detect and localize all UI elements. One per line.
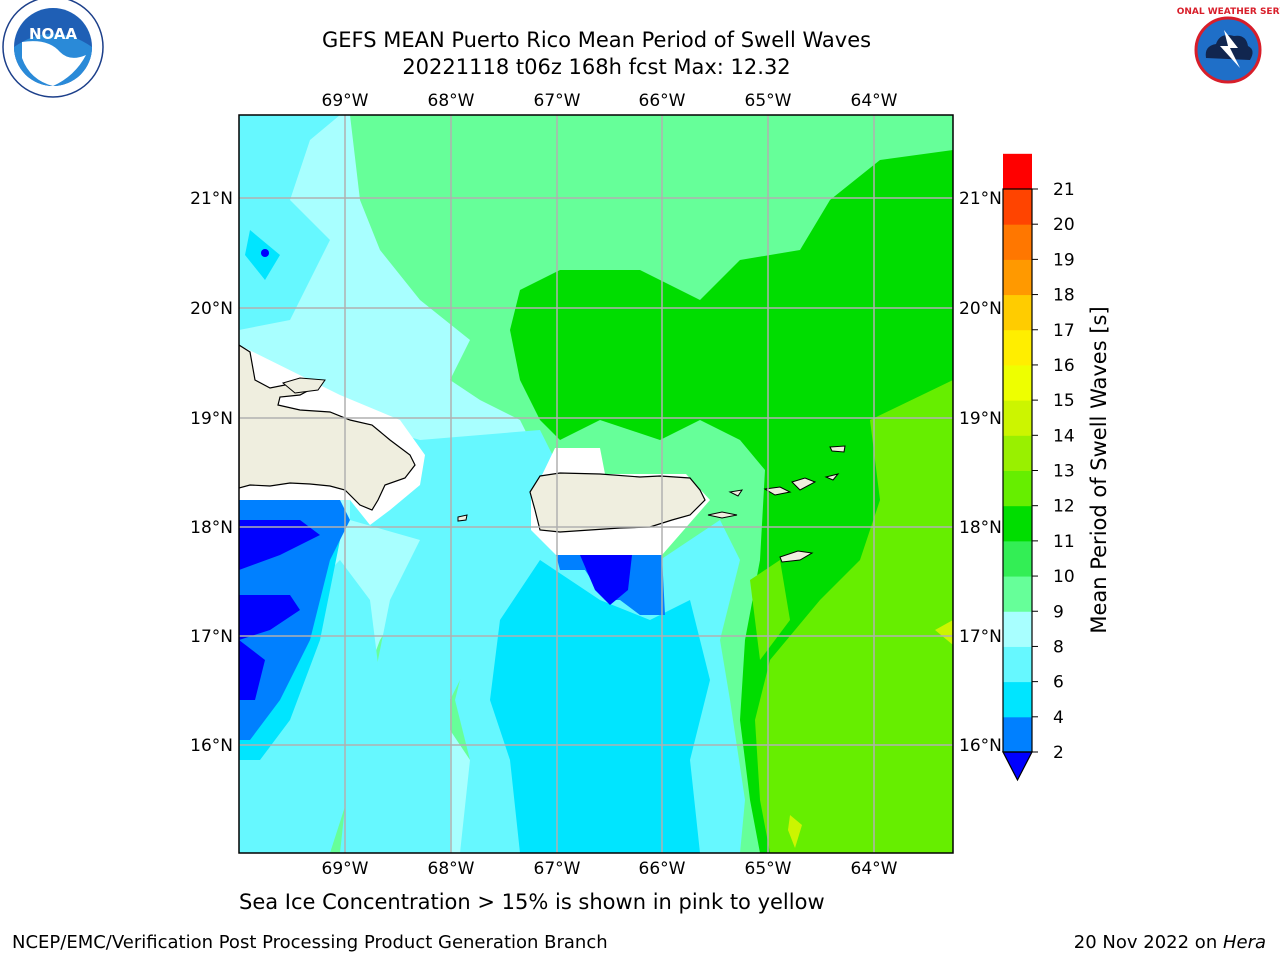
colorbar-tick-label: 16 — [1053, 356, 1075, 376]
lon-label-bottom: 68°W — [428, 859, 475, 879]
colorbar-segment — [1003, 400, 1032, 436]
lon-label-top: 69°W — [322, 91, 369, 111]
nws-logo: NATIONAL WEATHER SERVICE — [1176, 3, 1280, 97]
map-frame — [238, 114, 954, 854]
colorbar-segment — [1003, 224, 1032, 260]
colorbar-tick-label: 2 — [1053, 743, 1064, 763]
noaa-logo: NOAA — [2, 0, 104, 98]
lat-label-left: 20°N — [190, 299, 233, 319]
lon-label-top: 67°W — [534, 91, 581, 111]
lat-label-right: 21°N — [959, 189, 1002, 209]
lat-label-left: 21°N — [190, 189, 233, 209]
colorbar-extend-min — [1002, 751, 1033, 782]
run-date: 20 Nov 2022 on — [1073, 932, 1223, 953]
colorbar-segment — [1003, 646, 1032, 683]
colorbar-segment — [1003, 364, 1032, 401]
lat-label-right: 16°N — [959, 736, 1002, 756]
colorbar-segment — [1003, 189, 1032, 225]
colorbar-segment — [1003, 435, 1032, 471]
lon-label-top: 68°W — [428, 91, 475, 111]
colorbar: 2 4 6 8 9 10 11 12 13 14 15 16 17 18 19 20 21 — [1002, 153, 1075, 782]
colorbar-segment — [1003, 540, 1032, 577]
colorbar-tick-label: 21 — [1053, 180, 1075, 200]
colorbar-tick-label: 18 — [1053, 286, 1075, 306]
producer-credit: NCEP/EMC/Verification Post Processing Pr… — [12, 932, 608, 953]
lat-label-right: 20°N — [959, 299, 1002, 319]
colorbar-segment — [1003, 153, 1032, 190]
map-subtitle: 20221118 t06z 168h fcst Max: 12.32 — [402, 55, 791, 79]
colorbar-tick-label: 6 — [1053, 673, 1064, 693]
colorbar-label: Mean Period of Swell Waves [s] — [1087, 306, 1111, 633]
noaa-logo-text: NOAA — [29, 25, 78, 43]
colorbar-tick-label: 9 — [1053, 602, 1064, 622]
colorbar-tick-label: 12 — [1053, 497, 1075, 517]
colorbar-segment — [1003, 576, 1032, 612]
colorbar-segment — [1003, 716, 1032, 753]
swell-period-field — [239, 115, 953, 853]
lat-label-left: 16°N — [190, 736, 233, 756]
colorbar-segment — [1003, 505, 1032, 542]
machine-name: Hera — [1222, 932, 1266, 953]
run-date-credit: 20 Nov 2022 on Hera — [1074, 932, 1266, 953]
lon-label-top: 65°W — [745, 91, 792, 111]
colorbar-tick-label: 14 — [1053, 426, 1075, 446]
lon-label-bottom: 64°W — [851, 859, 898, 879]
colorbar-segment — [1003, 470, 1032, 507]
colorbar-tick-label: 20 — [1053, 215, 1075, 235]
colorbar-segment — [1003, 611, 1032, 647]
colorbar-tick-label: 10 — [1053, 567, 1075, 587]
graticule — [239, 115, 953, 853]
colorbar-tick-label: 17 — [1053, 321, 1075, 341]
lon-label-bottom: 66°W — [639, 859, 686, 879]
lat-label-left: 17°N — [190, 627, 233, 647]
map-title: GEFS MEAN Puerto Rico Mean Period of Swe… — [321, 28, 872, 52]
colorbar-tick-label: 11 — [1053, 532, 1075, 552]
lat-label-left: 18°N — [190, 518, 233, 538]
lon-label-top: 64°W — [851, 91, 898, 111]
lon-label-top: 66°W — [639, 91, 686, 111]
colorbar-tick-label: 15 — [1053, 391, 1075, 411]
sea-ice-note: Sea Ice Concentration > 15% is shown in … — [239, 890, 825, 914]
colorbar-tick-label: 8 — [1053, 637, 1064, 657]
lon-label-bottom: 65°W — [745, 859, 792, 879]
colorbar-tick-label: 4 — [1053, 708, 1064, 728]
colorbar-segment — [1003, 681, 1032, 718]
lat-label-left: 19°N — [190, 409, 233, 429]
nws-logo-text: NATIONAL WEATHER SERVICE — [1176, 7, 1280, 17]
colorbar-segment — [1003, 294, 1032, 331]
colorbar-segment — [1003, 259, 1032, 296]
colorbar-tick-label: 13 — [1053, 462, 1075, 482]
lat-label-right: 19°N — [959, 409, 1002, 429]
colorbar-segment — [1003, 329, 1032, 366]
colorbar-tick-label: 19 — [1053, 250, 1075, 270]
lon-label-bottom: 67°W — [534, 859, 581, 879]
lat-label-right: 18°N — [959, 518, 1002, 538]
lat-label-right: 17°N — [959, 627, 1002, 647]
lon-label-bottom: 69°W — [322, 859, 369, 879]
